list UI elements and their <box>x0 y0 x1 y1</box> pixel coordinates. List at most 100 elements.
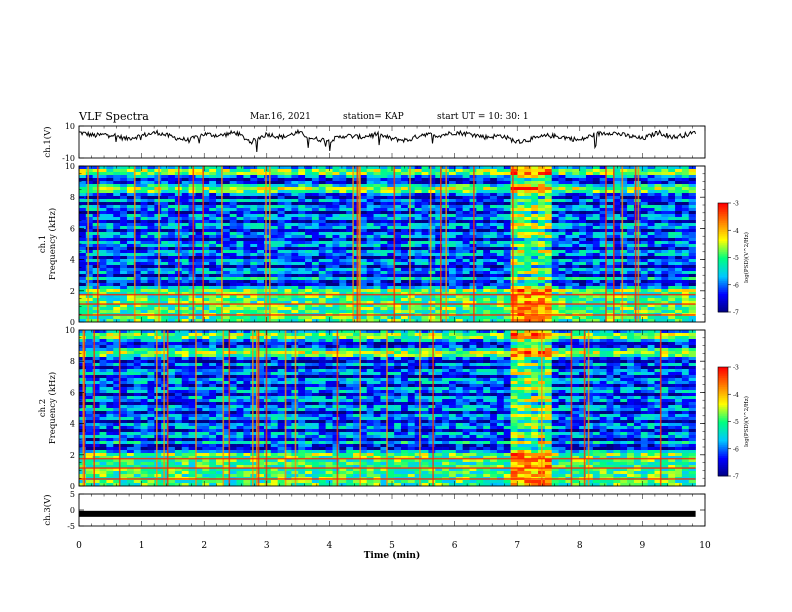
station-label: station= KAP <box>343 112 404 122</box>
sferic-line <box>440 166 442 322</box>
y-tick-label: 6 <box>70 224 75 233</box>
colorbar-tick-label: -4 <box>733 392 739 399</box>
colorbar-tick-label: -4 <box>733 228 739 235</box>
ch1-waveform-line <box>78 128 697 153</box>
sferic-line <box>473 166 475 322</box>
sferic-line <box>587 330 590 486</box>
sferic-line <box>178 166 180 322</box>
sferic-line <box>432 330 434 486</box>
y-tick-label: 0 <box>70 506 75 515</box>
band-line <box>79 303 696 305</box>
sferic-line <box>256 330 258 486</box>
x-tick-label: 0 <box>76 541 82 551</box>
y-axis-label: ch.3(V) <box>42 494 53 525</box>
sferic-line <box>419 330 421 486</box>
y-axis-label: ch.1 <box>38 235 48 253</box>
y-tick-label: 6 <box>70 388 75 397</box>
sferic-line <box>257 330 260 486</box>
colorbar-tick-label: -5 <box>733 255 739 262</box>
sferic-line <box>356 166 359 322</box>
y-tick-label: 2 <box>70 451 75 460</box>
sferic-line <box>221 166 223 322</box>
sferic-line <box>336 330 339 486</box>
x-tick-label: 4 <box>327 541 333 551</box>
sferic-line <box>605 166 607 322</box>
sferic-line <box>659 330 662 486</box>
x-tick-label: 1 <box>139 541 145 551</box>
sferic-line <box>409 166 411 322</box>
sferic-line <box>265 330 268 486</box>
colorbar-tick-label: -7 <box>733 474 739 481</box>
ch3-waveform-line <box>79 510 696 517</box>
sferic-line <box>613 166 615 322</box>
x-tick-label: 5 <box>389 541 395 551</box>
y-axis-label: Frequency (kHz) <box>47 372 58 444</box>
sferic-line <box>166 330 169 486</box>
sferic-line <box>359 330 361 486</box>
band-line <box>79 314 696 316</box>
spectrogram-2 <box>79 166 696 323</box>
sferic-line <box>82 330 85 486</box>
y-tick-label: 10 <box>65 326 75 335</box>
sferic-line <box>228 330 231 486</box>
chart-title: VLF Spectra <box>79 110 149 123</box>
date-label: Mar.16, 2021 <box>250 112 311 122</box>
y-tick-label: 10 <box>65 122 75 131</box>
sferic-line <box>156 330 158 486</box>
x-tick-label: 7 <box>514 541 520 551</box>
sferic-line <box>284 330 287 486</box>
x-tick-label: 6 <box>452 541 458 551</box>
sferic-line <box>195 330 197 486</box>
sferic-line <box>358 166 360 322</box>
colorbar-tick-label: -5 <box>733 419 739 426</box>
sferic-line <box>118 330 121 486</box>
band-line <box>79 478 696 480</box>
y-tick-label: 0 <box>70 318 75 327</box>
sferic-line <box>386 330 388 486</box>
y-tick-label: -10 <box>62 154 75 163</box>
sferic-line <box>163 330 165 486</box>
x-tick-label: 9 <box>640 541 646 551</box>
sferic-line <box>621 166 624 322</box>
sferic-line <box>192 166 195 322</box>
sferic-line <box>512 166 514 322</box>
y-axis-label: ch.1(V) <box>42 126 53 157</box>
x-tick-label: 3 <box>264 541 270 551</box>
sferic-line <box>87 166 89 322</box>
y-tick-label: -5 <box>67 522 75 531</box>
start-time-label: start UT = 10: 30: 1 <box>437 112 529 122</box>
sferic-line <box>134 166 136 322</box>
band-line <box>79 467 696 469</box>
band-line <box>79 457 696 460</box>
sferic-line <box>541 330 543 486</box>
sferic-line <box>265 166 267 322</box>
sferic-line <box>222 330 225 486</box>
y-tick-label: 10 <box>65 162 75 171</box>
colorbar-tick-label: -7 <box>733 310 739 317</box>
sferic-line <box>202 166 204 322</box>
sferic-line <box>445 166 447 322</box>
colorbar-3: -3 -4 -5 -6 -7 log(PSD)(V^2/Hz) <box>717 365 750 481</box>
y-tick-label: 8 <box>70 193 75 202</box>
y-axis-label: ch.2 <box>38 399 48 417</box>
y-tick-label: 8 <box>70 357 75 366</box>
sferic-line <box>583 330 586 486</box>
y-tick-label: 4 <box>70 256 75 265</box>
spectrogram-3 <box>79 330 696 487</box>
sferic-line <box>252 330 254 486</box>
sferic-line <box>637 166 640 322</box>
x-tick-label: 8 <box>577 541 583 551</box>
sferic-line <box>570 330 573 486</box>
colorbar-label: log(PSD)(V^2/Hz) <box>743 232 750 283</box>
colorbar-tick-label: -6 <box>733 282 739 289</box>
sferic-line <box>352 166 354 322</box>
band-line <box>79 293 696 296</box>
y-tick-label: 0 <box>70 482 75 491</box>
sferic-line <box>393 166 396 322</box>
sferic-line <box>83 330 86 486</box>
colorbar-tick-label: -6 <box>733 446 739 453</box>
x-axis-label: Time (min) <box>364 550 421 561</box>
x-tick-label: 10 <box>699 541 711 551</box>
x-tick-label: 2 <box>201 541 207 551</box>
